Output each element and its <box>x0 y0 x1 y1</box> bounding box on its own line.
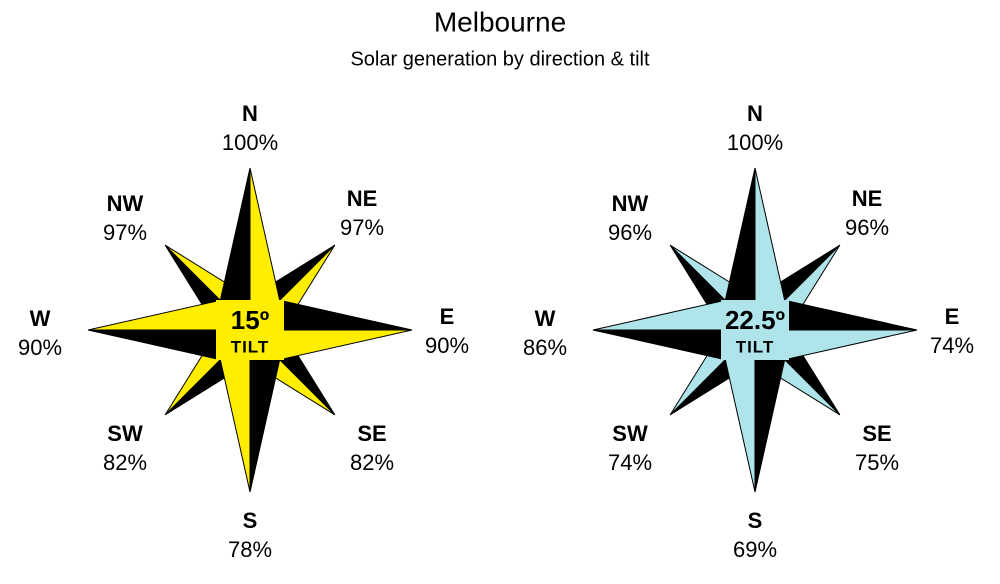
direction-label: NE <box>852 186 883 211</box>
subtitle: Solar generation by direction & tilt <box>350 48 649 70</box>
direction-value: 78% <box>228 537 272 562</box>
direction-label: S <box>243 508 258 533</box>
direction-label: SE <box>862 421 891 446</box>
direction-label: SW <box>612 421 648 446</box>
direction-value: 96% <box>608 220 652 245</box>
compass-rose: 22.5º TILT <box>592 167 918 493</box>
title: Melbourne <box>434 6 566 37</box>
direction-value: 97% <box>103 220 147 245</box>
direction-value: 96% <box>845 215 889 240</box>
direction-label: E <box>945 304 960 329</box>
center-square <box>721 300 789 360</box>
direction-value: 75% <box>855 450 899 475</box>
direction-label: NE <box>347 186 378 211</box>
direction-value: 100% <box>222 130 278 155</box>
direction-label: SE <box>357 421 386 446</box>
direction-value: 69% <box>733 537 777 562</box>
direction-label: E <box>440 304 455 329</box>
tilt-label: TILT <box>736 337 775 356</box>
direction-label: N <box>747 101 763 126</box>
direction-label: S <box>748 508 763 533</box>
direction-value: 90% <box>425 333 469 358</box>
direction-value: 100% <box>727 130 783 155</box>
direction-label: W <box>30 306 51 331</box>
direction-label: W <box>535 306 556 331</box>
direction-value: 82% <box>103 450 147 475</box>
direction-value: 74% <box>608 450 652 475</box>
tilt-label: TILT <box>231 337 270 356</box>
direction-value: 86% <box>523 335 567 360</box>
direction-label: NW <box>107 191 144 216</box>
direction-value: 74% <box>930 333 974 358</box>
direction-value: 97% <box>340 215 384 240</box>
direction-value: 90% <box>18 335 62 360</box>
tilt: 15º <box>231 305 270 335</box>
compass-rose: 15º TILT <box>87 167 413 493</box>
direction-label: NW <box>612 191 649 216</box>
direction-label: N <box>242 101 258 126</box>
direction-value: 82% <box>350 450 394 475</box>
tilt: 22.5º <box>725 305 786 335</box>
center-square <box>216 300 284 360</box>
direction-label: SW <box>107 421 143 446</box>
